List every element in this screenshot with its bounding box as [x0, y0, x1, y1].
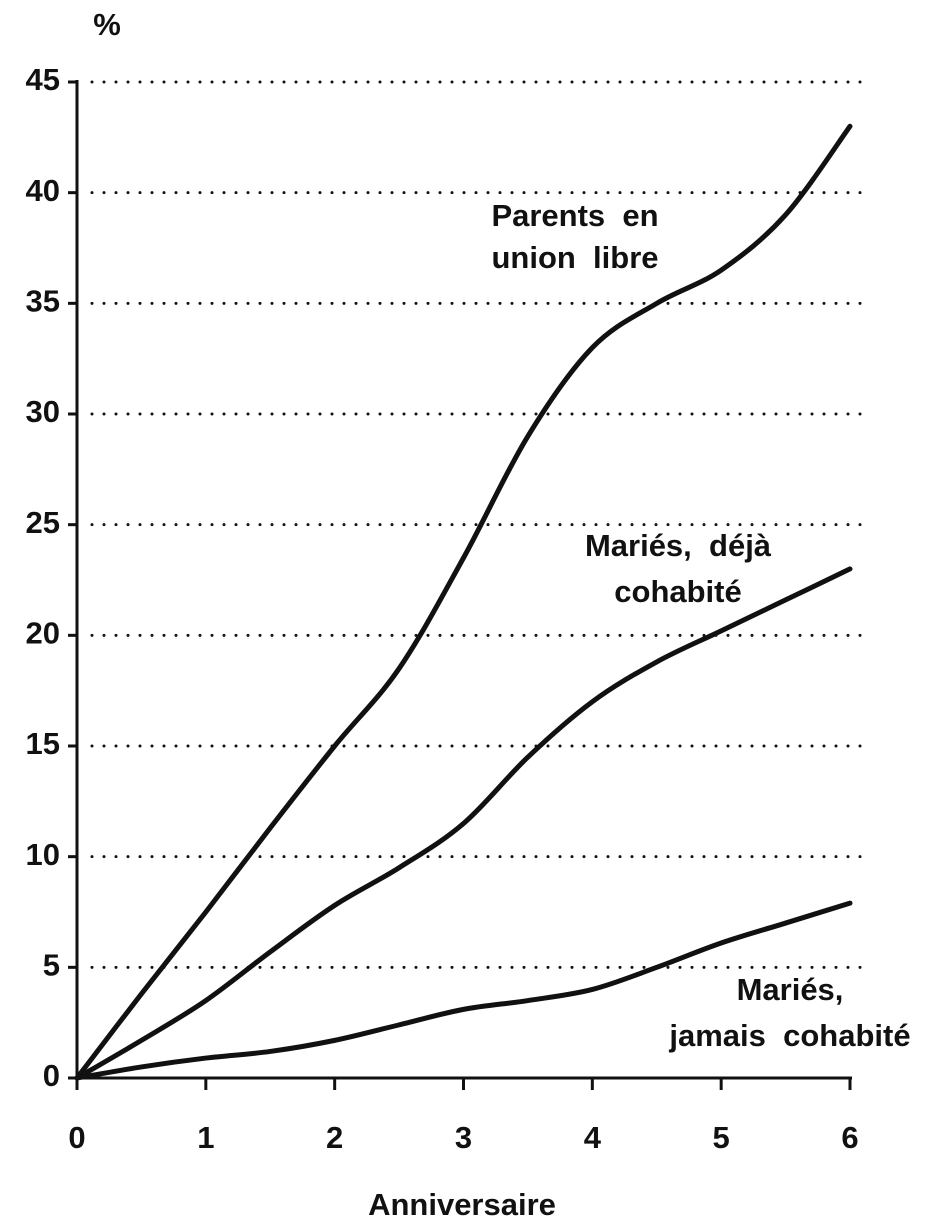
x-tick-label: 6 — [841, 1120, 858, 1155]
x-tick-label: 2 — [326, 1120, 343, 1155]
series-label: Parents en — [491, 198, 658, 233]
series-label: union libre — [491, 240, 658, 275]
series-line — [74, 123, 853, 1081]
series-label: Mariés, — [737, 972, 844, 1007]
y-tick-label: 5 — [43, 948, 60, 983]
series-label: cohabité — [614, 574, 741, 609]
x-tick-label: 5 — [713, 1120, 730, 1155]
series-label: Mariés, déjà — [585, 528, 772, 563]
y-tick-label: 30 — [26, 394, 60, 429]
series-line — [74, 566, 853, 1081]
y-tick-label: 45 — [26, 62, 60, 97]
y-tick-label: 10 — [26, 837, 60, 872]
series-line — [74, 900, 853, 1081]
y-tick-label: 35 — [26, 284, 60, 319]
x-tick-label: 4 — [584, 1120, 602, 1155]
y-tick-label: 0 — [43, 1058, 60, 1093]
y-tick-label: 15 — [26, 726, 60, 761]
y-tick-label: 40 — [26, 173, 60, 208]
series-label: jamais cohabité — [668, 1018, 910, 1053]
x-tick-label: 3 — [455, 1120, 472, 1155]
x-tick-label: 1 — [197, 1120, 214, 1155]
y-tick-label: 25 — [26, 505, 60, 540]
x-axis-label: Anniversaire — [368, 1187, 556, 1222]
x-tick-label: 0 — [68, 1120, 85, 1155]
y-axis-label: % — [93, 7, 121, 42]
y-tick-label: 20 — [26, 616, 60, 651]
